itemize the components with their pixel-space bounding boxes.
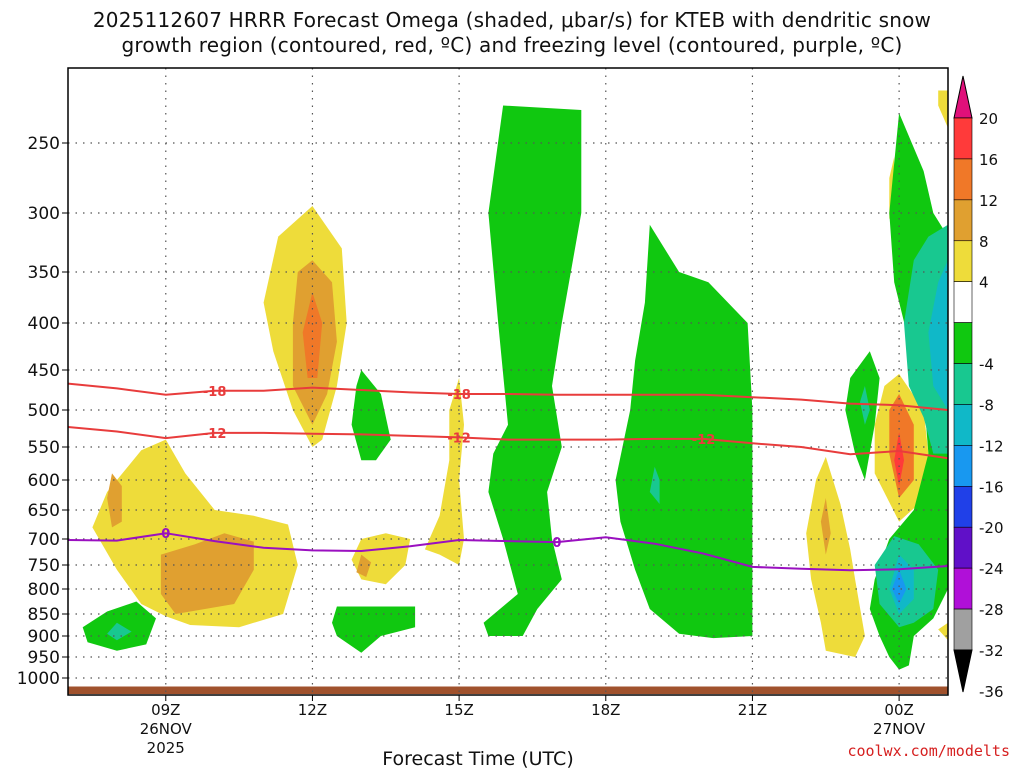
colorbar-bin — [953, 199, 973, 242]
colorbar-label: 20 — [979, 110, 998, 128]
omega-region-26 — [928, 260, 948, 410]
colorbar-arrow-top — [953, 75, 973, 119]
y-tick-label: 450 — [28, 361, 60, 381]
omega-region-15 — [938, 90, 948, 128]
omega-region-19 — [649, 466, 660, 504]
y-tick-label: 950 — [28, 648, 60, 668]
colorbar-label: -32 — [979, 642, 1004, 660]
omega-region-5 — [302, 292, 323, 378]
contour-label-1: -12 — [447, 431, 471, 446]
colorbar-bin — [953, 117, 973, 160]
colorbar-label: -24 — [979, 560, 1004, 578]
colorbar-bin — [953, 322, 973, 364]
x-tick-label: 00Z — [884, 701, 913, 719]
colorbar-bin — [953, 363, 973, 405]
colorbar-label: 12 — [979, 192, 998, 210]
omega-region-20 — [351, 370, 391, 461]
axes-layer: 2503003504004505005506006507007508008509… — [17, 67, 949, 768]
omega-region-21 — [332, 606, 416, 653]
plot-frame — [67, 67, 949, 696]
colorbar-label: -16 — [979, 478, 1004, 496]
colorbar-bin — [953, 608, 973, 651]
y-tick-label: 650 — [28, 501, 60, 521]
temperature-contour-layer: -18 -18 -12 -12 -12 0 0 — [68, 382, 948, 572]
colorbar-bin — [953, 404, 973, 446]
y-tick-label: 400 — [28, 314, 60, 334]
colorbar-bin — [953, 445, 973, 487]
y-tick-label: 900 — [28, 627, 60, 647]
omega-region-16 — [938, 622, 948, 641]
contour-label-2: 0 — [552, 536, 561, 551]
omega-region-18 — [615, 224, 753, 639]
omega-region-25 — [904, 224, 948, 454]
contour-line-0 — [68, 382, 948, 411]
y-tick-label: 800 — [28, 580, 60, 600]
y-tick-label: 1000 — [17, 669, 60, 689]
y-tick-label: 250 — [28, 134, 60, 154]
chart-title-line-1: 2025112607 HRRR Forecast Omega (shaded, … — [92, 8, 932, 32]
y-tick-label: 500 — [28, 401, 60, 421]
ground-strip — [68, 686, 948, 694]
omega-region-30 — [845, 351, 880, 480]
contour-label-0: -18 — [447, 388, 471, 403]
colorbar-arrow-bottom — [953, 649, 973, 693]
omega-colorbar: 20 16 12 8 4 -4 -8 -12 -16 -20 -24 -28 -32 -36 — [953, 75, 1004, 701]
x-tick-label: 27NOV — [873, 720, 926, 738]
omega-region-7 — [356, 554, 372, 577]
omega-region-9 — [806, 456, 865, 657]
colorbar-bin — [953, 486, 973, 528]
x-axis-label: Forecast Time (UTC) — [382, 748, 573, 768]
omega-region-17 — [483, 105, 582, 636]
colorbar-label: 4 — [979, 274, 989, 292]
source-credit: coolwx.com/modelts — [847, 742, 1010, 760]
colorbar-bin — [953, 526, 973, 569]
colorbar-label: -36 — [979, 683, 1004, 701]
y-tick-label: 350 — [28, 263, 60, 283]
chart-title-line-2: growth region (contoured, red, ºC) and f… — [121, 33, 903, 57]
y-tick-label: 750 — [28, 556, 60, 576]
y-tick-label: 850 — [28, 605, 60, 625]
y-tick-label: 600 — [28, 471, 60, 491]
contour-label-0: -18 — [203, 385, 227, 400]
x-tick-label: 18Z — [591, 701, 620, 719]
x-tick-label: 09Z — [151, 701, 180, 719]
colorbar-bin — [953, 567, 973, 610]
contour-line-1 — [68, 426, 948, 460]
omega-shading-layer — [68, 90, 948, 694]
colorbar-label: -28 — [979, 601, 1004, 619]
omega-region-2 — [107, 473, 122, 528]
colorbar-label: 8 — [979, 233, 989, 251]
omega-region-8 — [424, 378, 464, 565]
x-tick-label: 12Z — [298, 701, 327, 719]
colorbar-label: -20 — [979, 519, 1004, 537]
contour-label-1: -12 — [692, 433, 716, 448]
colorbar-label: -8 — [979, 396, 994, 414]
contour-label-1: -12 — [203, 427, 227, 442]
x-tick-label: 15Z — [444, 701, 473, 719]
colorbar-label: 16 — [979, 151, 998, 169]
y-tick-label: 300 — [28, 204, 60, 224]
y-tick-label: 700 — [28, 530, 60, 550]
omega-region-31 — [860, 386, 870, 425]
colorbar-bin — [953, 281, 973, 323]
colorbar-label: -12 — [979, 437, 1004, 455]
x-tick-label: 26NOV — [140, 720, 193, 738]
colorbar-bin — [953, 240, 973, 282]
x-tick-label: 2025 — [147, 739, 185, 757]
x-tick-label: 21Z — [738, 701, 767, 719]
omega-region-10 — [820, 498, 831, 555]
y-tick-label: 550 — [28, 438, 60, 458]
contour-label-2: 0 — [161, 527, 170, 542]
omega-region-13 — [889, 394, 914, 498]
omega-region-1 — [160, 533, 254, 614]
colorbar-bin — [953, 158, 973, 201]
contour-line-2 — [68, 532, 948, 572]
colorbar-label: -4 — [979, 356, 994, 374]
